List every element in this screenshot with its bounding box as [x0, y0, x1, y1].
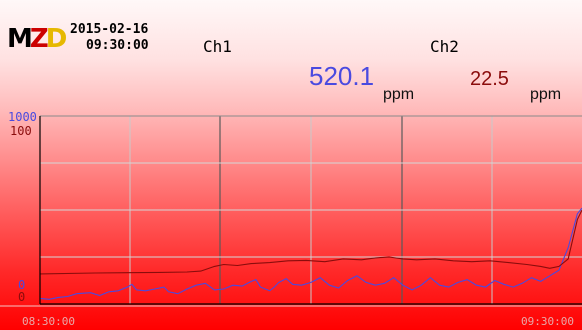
- channel-1-label: Ch1: [203, 37, 232, 56]
- date-readout: 2015-02-16: [70, 22, 149, 37]
- chart-grid: [40, 115, 582, 304]
- x-start-time-label: 08:30:00: [22, 315, 75, 328]
- logo-letter-z: Z: [29, 24, 49, 54]
- channel-1-value: 520.1: [309, 61, 375, 91]
- brand-logo: MZD: [7, 24, 68, 54]
- y-tick-label: 0: [18, 290, 25, 304]
- channel-2-label: Ch2: [430, 37, 459, 56]
- y-tick-label: 0: [18, 278, 25, 292]
- logo-letter-d: D: [45, 24, 68, 54]
- y-tick-label: 100: [10, 124, 32, 138]
- chart-axis: [0, 116, 582, 307]
- chart-series: [39, 207, 582, 300]
- channel-1-unit: ppm: [383, 86, 415, 103]
- time-readout: 09:30:00: [86, 38, 149, 53]
- channel-2-value: 22.5: [470, 68, 509, 90]
- y-tick-label: 1000: [8, 110, 37, 124]
- logo-letter-m: M: [7, 24, 33, 54]
- series-line-1: [39, 207, 582, 300]
- x-end-time-label: 09:30:00: [521, 315, 574, 328]
- series-line-2: [39, 209, 582, 275]
- channel-2-unit: ppm: [530, 86, 562, 103]
